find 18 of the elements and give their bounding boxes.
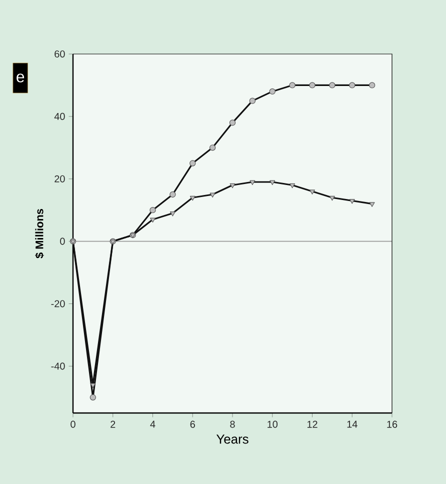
x-tick-label: 14 bbox=[347, 420, 358, 428]
x-tick-label: 8 bbox=[230, 420, 235, 428]
y-axis-title: $ Millions bbox=[35, 208, 44, 258]
y-tick-label: -40 bbox=[51, 362, 65, 370]
x-tick-label: 2 bbox=[110, 420, 116, 428]
x-tick-label: 6 bbox=[190, 420, 195, 428]
x-tick-label: 0 bbox=[70, 420, 76, 428]
y-tick-label: 40 bbox=[54, 112, 65, 120]
y-tick-label: 0 bbox=[60, 238, 65, 245]
y-tick-label: 60 bbox=[54, 50, 65, 58]
x-tick-label: 16 bbox=[387, 420, 398, 428]
text: e bbox=[16, 74, 24, 82]
x-tick-label: 12 bbox=[307, 420, 318, 428]
y-tick-label: -20 bbox=[51, 300, 65, 308]
x-axis-title: Years bbox=[216, 434, 248, 444]
x-tick-label: 4 bbox=[150, 420, 156, 428]
x-tick-label: 10 bbox=[268, 420, 278, 428]
y-tick-label: 20 bbox=[54, 175, 65, 182]
